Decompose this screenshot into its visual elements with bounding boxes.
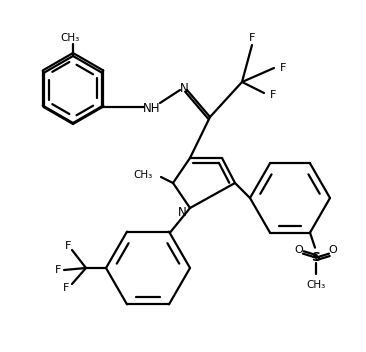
Text: CH₃: CH₃: [134, 170, 153, 180]
Text: F: F: [270, 90, 276, 100]
Text: O: O: [295, 245, 303, 254]
Text: N: N: [180, 82, 188, 94]
Text: N: N: [178, 206, 186, 219]
Text: F: F: [280, 63, 286, 73]
Text: F: F: [55, 265, 61, 275]
Text: F: F: [65, 241, 71, 251]
Text: S: S: [311, 251, 321, 264]
Text: F: F: [249, 33, 255, 43]
Text: CH₃: CH₃: [306, 279, 326, 290]
Text: O: O: [329, 245, 337, 254]
Text: NH: NH: [143, 101, 161, 114]
Text: CH₃: CH₃: [60, 33, 80, 43]
Text: F: F: [63, 283, 69, 293]
